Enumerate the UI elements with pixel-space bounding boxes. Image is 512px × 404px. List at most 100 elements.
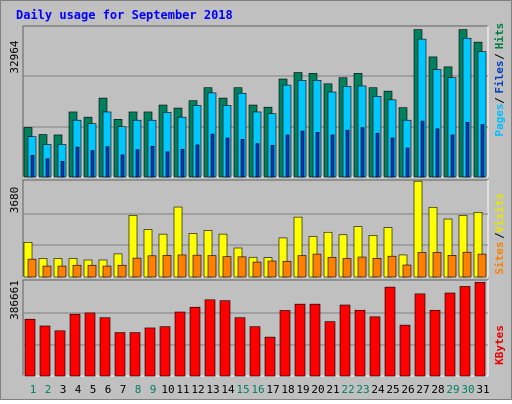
legend-separator: / xyxy=(493,53,506,60)
bar-pages-day-10 xyxy=(165,151,170,178)
x-tick-label-day-5: 5 xyxy=(90,383,97,396)
bar-pages-day-13 xyxy=(210,133,215,178)
bar-kbytes-day-16 xyxy=(249,326,261,377)
x-tick-label-day-8: 8 xyxy=(135,383,142,396)
bar-sites-day-18 xyxy=(282,260,292,278)
x-tick-label-day-6: 6 xyxy=(105,383,112,396)
bar-kbytes-day-24 xyxy=(369,316,381,377)
bar-sites-day-16 xyxy=(252,261,262,278)
bar-pages-day-26 xyxy=(405,147,410,178)
bar-pages-day-11 xyxy=(180,148,185,178)
x-tick-label-day-28: 28 xyxy=(431,383,444,396)
bar-sites-day-27 xyxy=(417,252,427,278)
scale-label-kbytes: 386661 xyxy=(8,280,21,320)
bar-sites-day-15 xyxy=(237,256,247,278)
bar-kbytes-day-29 xyxy=(444,292,456,377)
bar-kbytes-day-12 xyxy=(189,306,201,377)
bar-sites-day-1 xyxy=(27,258,37,278)
bar-kbytes-day-28 xyxy=(429,309,441,377)
bar-kbytes-day-5 xyxy=(84,312,96,377)
bar-kbytes-day-25 xyxy=(384,286,396,377)
bar-sites-day-11 xyxy=(177,254,187,278)
legend-label-pages: Pages xyxy=(493,103,506,136)
legend-separator: / xyxy=(493,232,506,239)
x-tick-label-day-15: 15 xyxy=(236,383,249,396)
bar-kbytes-day-10 xyxy=(159,326,171,377)
bar-pages-day-28 xyxy=(435,128,440,178)
bar-sites-day-13 xyxy=(207,255,217,278)
bar-kbytes-day-30 xyxy=(459,286,471,377)
bar-sites-day-4 xyxy=(72,264,82,278)
bar-pages-day-24 xyxy=(375,132,380,178)
x-tick-label-day-4: 4 xyxy=(75,383,82,396)
chart-title: Daily usage for September 2018 xyxy=(16,8,233,22)
bar-pages-day-14 xyxy=(225,137,230,178)
bar-pages-day-20 xyxy=(315,132,320,178)
bar-kbytes-day-14 xyxy=(219,300,231,377)
bar-sites-day-28 xyxy=(432,252,442,278)
x-tick-label-day-26: 26 xyxy=(401,383,414,396)
scale-label-hits_files_pages: 32964 xyxy=(8,40,21,73)
legend-label-visits: Visits xyxy=(493,193,506,233)
panel-kbytes: 386661 KBytes xyxy=(8,279,506,377)
bar-sites-day-3 xyxy=(57,265,67,278)
bar-sites-day-12 xyxy=(192,254,202,278)
x-tick-label-day-13: 13 xyxy=(206,383,219,396)
bar-sites-day-30 xyxy=(462,251,472,278)
bar-sites-day-6 xyxy=(102,265,112,278)
bar-pages-day-30 xyxy=(465,122,470,178)
bar-kbytes-day-19 xyxy=(294,303,306,377)
bar-kbytes-day-15 xyxy=(234,317,246,377)
bar-kbytes-day-26 xyxy=(399,324,411,377)
bar-kbytes-day-7 xyxy=(114,332,126,377)
panel-visits_sites: 3680 Sites /Visits xyxy=(8,179,506,278)
bar-kbytes-day-2 xyxy=(39,325,51,377)
x-tick-label-day-17: 17 xyxy=(266,383,279,396)
bar-kbytes-day-21 xyxy=(324,321,336,377)
bar-pages-day-17 xyxy=(270,145,275,178)
bar-pages-day-8 xyxy=(135,149,140,178)
legend-label-hits: Hits xyxy=(493,23,506,50)
bar-pages-day-18 xyxy=(285,134,290,178)
x-tick-label-day-11: 11 xyxy=(176,383,189,396)
bar-pages-day-3 xyxy=(60,161,65,178)
x-tick-label-day-25: 25 xyxy=(386,383,399,396)
x-tick-label-day-30: 30 xyxy=(461,383,474,396)
x-tick-label-day-16: 16 xyxy=(251,383,264,396)
chart-panels: 32964Pages/Files/Hits3680Sites/Visits386… xyxy=(8,23,506,377)
bar-pages-day-31 xyxy=(480,124,485,178)
bar-kbytes-day-18 xyxy=(279,310,291,377)
x-tick-label-day-20: 20 xyxy=(311,383,324,396)
bar-pages-day-25 xyxy=(390,137,395,178)
bar-sites-day-7 xyxy=(117,264,127,278)
bar-pages-day-7 xyxy=(120,154,125,178)
bar-sites-day-20 xyxy=(312,253,322,278)
bar-pages-day-9 xyxy=(150,145,155,178)
bar-kbytes-day-6 xyxy=(99,317,111,377)
x-tick-label-day-22: 22 xyxy=(341,383,354,396)
bar-kbytes-day-17 xyxy=(264,336,276,377)
bar-pages-day-29 xyxy=(450,134,455,178)
x-tick-label-day-12: 12 xyxy=(191,383,204,396)
bar-sites-day-9 xyxy=(147,255,157,278)
x-tick-label-day-1: 1 xyxy=(30,383,37,396)
bar-sites-day-29 xyxy=(447,255,457,278)
bar-kbytes-day-31 xyxy=(474,282,486,377)
bar-kbytes-day-3 xyxy=(54,330,66,377)
x-tick-label-day-21: 21 xyxy=(326,383,339,396)
bar-sites-day-22 xyxy=(342,258,352,278)
bar-sites-day-8 xyxy=(132,257,142,278)
bar-sites-day-25 xyxy=(387,255,397,278)
x-tick-label-day-14: 14 xyxy=(221,383,235,396)
bar-pages-day-16 xyxy=(255,143,260,178)
bar-pages-day-6 xyxy=(105,146,110,178)
legend-separator: / xyxy=(493,97,506,104)
x-tick-label-day-3: 3 xyxy=(60,383,67,396)
bar-pages-day-4 xyxy=(75,146,80,178)
x-tick-label-day-24: 24 xyxy=(371,383,385,396)
bar-sites-day-10 xyxy=(162,255,172,278)
bar-pages-day-22 xyxy=(345,129,350,178)
